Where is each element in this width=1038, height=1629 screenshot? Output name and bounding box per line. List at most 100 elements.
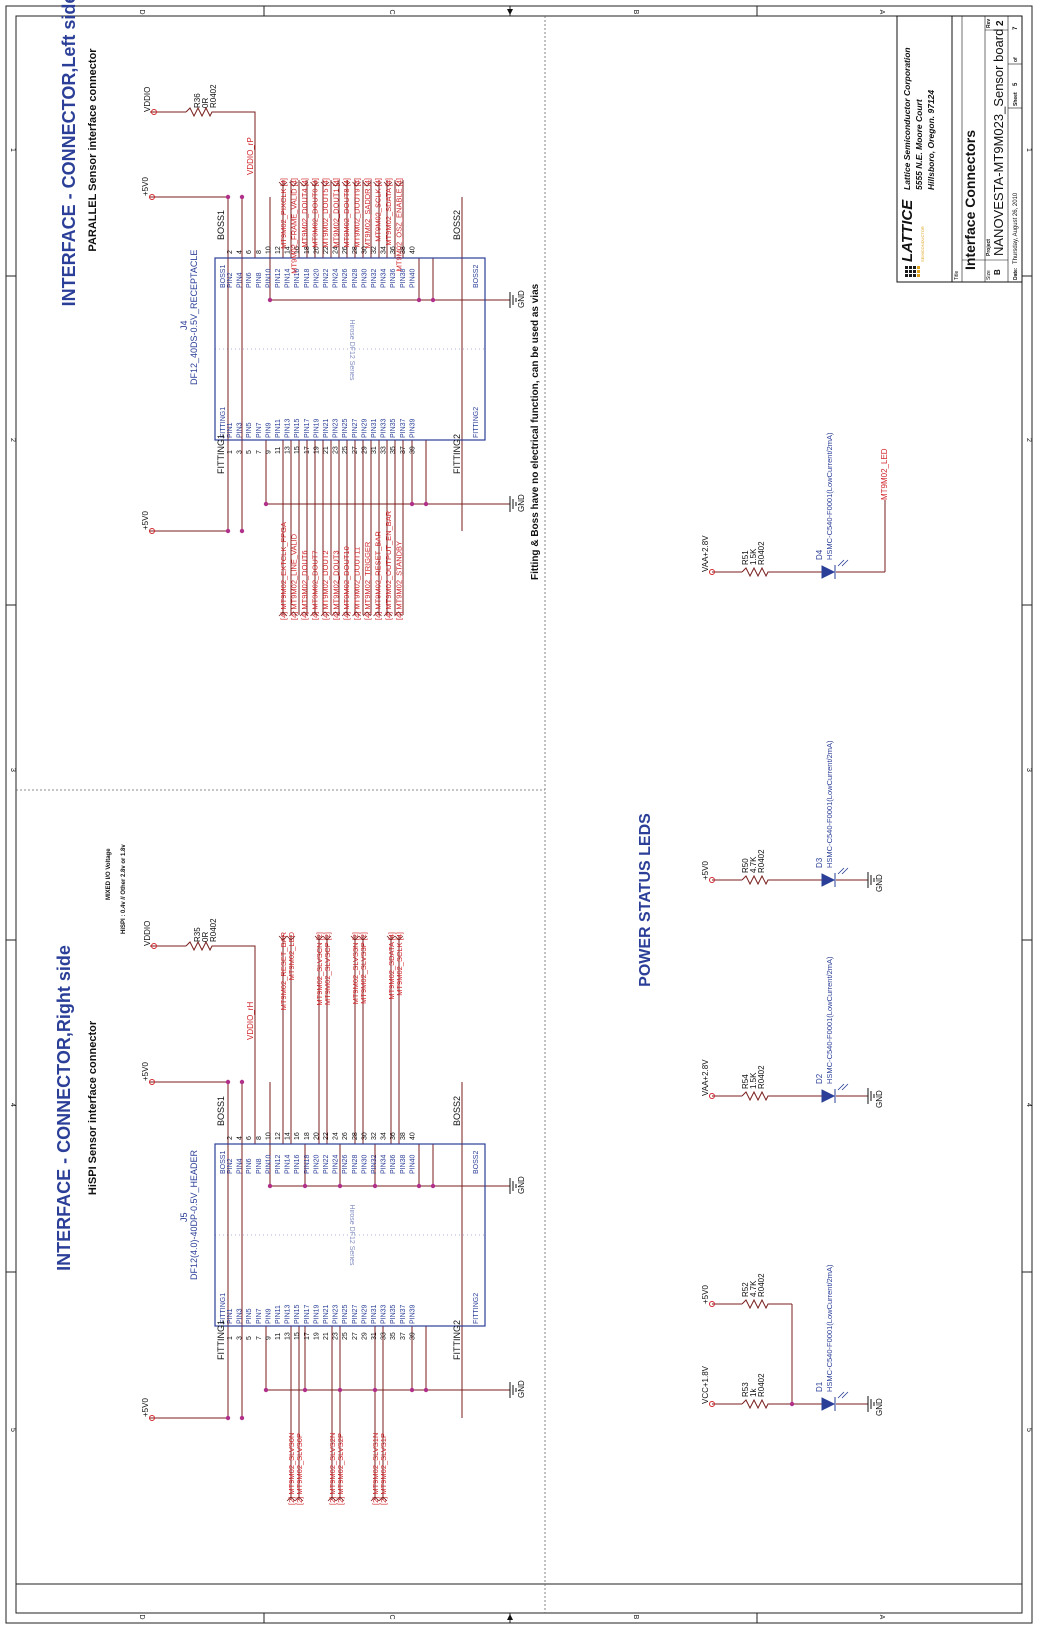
pin-number: 22	[323, 1132, 330, 1140]
net-port-chevron	[394, 935, 404, 941]
title-block: LATTICE SEMICONDUCTOR Lattice Semiconduc…	[896, 15, 1023, 283]
j5-gnd-top: GND	[517, 1176, 526, 1194]
pin-label: PIN37	[400, 1304, 407, 1324]
pin-number: 21	[323, 446, 330, 454]
d3-ref: D3	[815, 857, 824, 868]
pin-number: 16	[294, 1132, 301, 1140]
pin-number: 5	[246, 1336, 253, 1340]
j4-gnd-symbol-top	[509, 292, 517, 308]
net-label: [4] MT9M02_TRIGGER	[363, 541, 372, 620]
pin-number: 3	[237, 450, 244, 454]
rev-value: 2	[995, 20, 1006, 26]
pin-label: PIN31	[371, 418, 378, 438]
j4-gnd-top: GND	[517, 290, 526, 308]
net-label: [4] MT9M02_DOUT7	[311, 550, 320, 620]
net-label: [4] MT9M02_EXTCLK_FPGA	[279, 522, 288, 620]
pin-label: PIN3	[237, 1308, 244, 1324]
net-port-chevron	[322, 935, 332, 941]
pin-number: 35	[390, 446, 397, 454]
net-port-chevron	[299, 611, 309, 617]
pin-number: 28	[352, 1132, 359, 1140]
d3-resistor-value: 4.7K	[749, 856, 758, 873]
net-label: [2] MT9M02_SLVS1N	[371, 1433, 380, 1505]
net-label: [2] MT9M02_SLVS2P	[336, 1433, 345, 1505]
pin-number: 28	[352, 246, 359, 254]
pin-label: FITTING2	[473, 1293, 480, 1324]
d4-resistor-ref: R51	[741, 550, 750, 565]
j4-resistor-pkg: R0402	[209, 84, 218, 108]
j4-top-net-labels: MT9M02_PIXCLK [4] MT9M02_FRAME_VALID [4] M…	[278, 178, 404, 274]
led-emission-arrows	[837, 559, 849, 1399]
net-port-chevron	[362, 611, 372, 617]
pin-number: 33	[381, 446, 388, 454]
frame-arrows	[507, 9, 513, 1620]
net-port-chevron	[331, 181, 340, 187]
net-label: [4] MT9M02_DOUT6	[300, 550, 309, 620]
company-address-2: Hillsboro, Oregon. 97124	[926, 90, 936, 190]
company-address-1: 5555 N.E. Moore Court	[914, 98, 924, 190]
pin-number: 18	[304, 246, 311, 254]
fitting-boss-note: Fitting & Boss have no electrical functi…	[530, 283, 541, 580]
net-port-chevron	[310, 181, 319, 187]
net-label: [4] MT9M02_DOUT2	[321, 550, 330, 620]
net-label: [4] MT9M02_OUTPUT_EN_BAR	[384, 510, 393, 620]
net-port-chevron	[289, 181, 298, 187]
d2-resistor-ref: R54	[741, 1074, 750, 1089]
net-label: MT9M02_SLVS3N [2]	[351, 932, 360, 1004]
pin-label: PIN16	[294, 268, 301, 288]
row-right-1: 1	[1025, 148, 1032, 152]
pin-label: PIN24	[333, 268, 340, 288]
net-label: MT9M02_LED	[287, 931, 296, 980]
pin-number: 8	[256, 250, 263, 254]
pin-label: PIN26	[342, 268, 349, 288]
j5-resistor-value: 0R	[201, 932, 210, 942]
zone-bottom-b: B	[632, 1615, 639, 1620]
pin-number: 2	[227, 250, 234, 254]
j5-note-hispi-voltage: HiSPI : 0.4v // Other 2.8v or 1.8v	[121, 844, 127, 934]
pin-number: 30	[361, 246, 368, 254]
pin-label: PIN20	[313, 1154, 320, 1174]
net-port-chevron	[394, 611, 403, 617]
pin-number: 29	[361, 1332, 368, 1340]
net-label: MT9M02_SLVS3P [2]	[359, 932, 368, 1004]
pin-number: 39	[409, 446, 416, 454]
net-port-chevron	[294, 1496, 304, 1502]
row-left-2: 2	[9, 438, 16, 442]
pin-label: PIN40	[409, 1154, 416, 1174]
pin-number: 25	[342, 1332, 349, 1340]
j4-section: INTERFACE - CONNECTOR,Left side PARALLEL…	[59, 0, 526, 620]
pin-label: PIN7	[256, 1308, 263, 1324]
j4-vddio: VDDIO	[143, 87, 152, 112]
pin-label: PIN16	[294, 1154, 301, 1174]
section-dividers	[16, 16, 546, 1613]
d3-gnd: GND	[875, 874, 884, 892]
sheet-frame	[5, 5, 1033, 1624]
pin-number: 13	[285, 1332, 292, 1340]
title-label: Title	[954, 271, 960, 280]
net-port-chevron	[278, 611, 288, 617]
net-label: MT9M02_RESET_BAR	[279, 931, 288, 1010]
pin-number: 18	[304, 1132, 311, 1140]
net-label: MT9M02_SLVSCN [2]	[315, 932, 324, 1006]
zone-top-a: A	[878, 10, 885, 15]
pin-number: 22	[323, 246, 330, 254]
pin-label: FITTING1	[220, 1293, 227, 1324]
j5-section-title: INTERFACE - CONNECTOR,Right side	[54, 945, 74, 1271]
pin-number: 31	[371, 446, 378, 454]
row-left-1: 1	[9, 148, 16, 152]
j5-vddio: VDDIO	[143, 921, 152, 946]
net-port-chevron	[286, 935, 296, 941]
pin-number: 1	[227, 1336, 234, 1340]
pin-number: 5	[246, 450, 253, 454]
pin-number: 4	[237, 250, 244, 254]
net-label: [4] MT9M02_STANDBY	[395, 541, 404, 620]
net-port-chevron	[327, 1496, 337, 1502]
pin-number: 33	[381, 1332, 388, 1340]
net-label: MT9M02_DOUT0 [4]	[311, 178, 320, 248]
j4-junctions	[225, 194, 436, 534]
net-port-chevron	[383, 611, 393, 617]
pin-number: 25	[342, 446, 349, 454]
pin-number: 11	[275, 447, 282, 454]
d1-resistor-b-ref: R52	[741, 1282, 750, 1297]
